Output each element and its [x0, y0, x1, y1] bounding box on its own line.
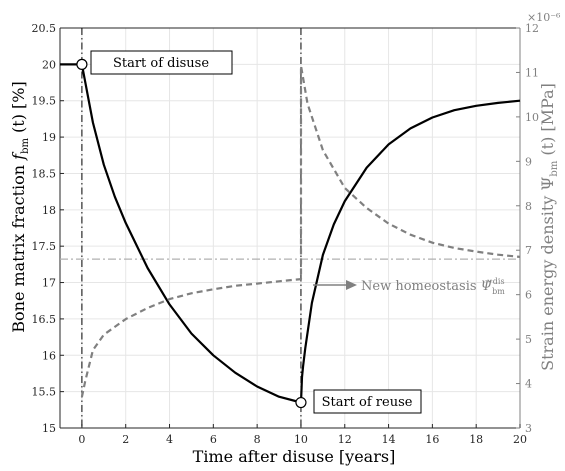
right-y-tick-label: 8: [525, 200, 532, 213]
x-axis-ticks: 0 2 4 6 8 10 12 14 16 18 20: [78, 424, 527, 446]
right-y-tick-label: 11: [525, 66, 539, 79]
x-tick-label: 4: [166, 433, 173, 446]
left-y-tick-label: 16.5: [32, 313, 57, 326]
left-y-tick-label: 15: [42, 422, 56, 435]
x-tick-label: 0: [78, 433, 85, 446]
left-y-tick-label: 19.5: [32, 95, 57, 108]
bone-matrix-fraction-line: [60, 63, 521, 404]
right-y-tick-label: 10: [525, 111, 539, 124]
left-y-tick-label: 18: [42, 204, 56, 217]
right-y-axis-ticks: 3 4 5 6 7 8 9 10 11 12: [516, 22, 539, 435]
event-markers: [76, 58, 307, 409]
x-axis-label: Time after disuse [years]: [193, 447, 396, 466]
left-y-tick-label: 20: [42, 58, 56, 71]
right-y-tick-label: 6: [525, 289, 532, 302]
left-y-axis-ticks: 15 15.5 16 16.5 17 17.5 18 18.5 19 19.5 20 20.5: [32, 22, 64, 435]
homeostasis-arrow-head: [346, 280, 357, 290]
left-y-tick-label: 18.5: [32, 167, 57, 180]
right-y-tick-label: 5: [525, 333, 532, 346]
new-homeostasis-annotation: New homeostasis Ψ̌bmdis: [313, 277, 505, 296]
x-tick-label: 18: [469, 433, 483, 446]
strain-energy-density-line: [80, 64, 521, 398]
right-y-tick-label: 3: [525, 422, 532, 435]
x-tick-label: 20: [513, 433, 527, 446]
left-y-tick-label: 15.5: [32, 386, 57, 399]
reference-lines: [60, 28, 520, 428]
svg-text:Start of reuse: Start of reuse: [322, 395, 413, 410]
x-tick-label: 10: [294, 433, 308, 446]
right-y-tick-label: 7: [525, 244, 532, 257]
right-axis-exponent: ×10⁻⁶: [527, 11, 561, 24]
x-tick-label: 16: [425, 433, 439, 446]
left-y-tick-label: 16: [42, 349, 56, 362]
left-y-tick-label: 17: [42, 277, 56, 290]
event-marker-point: [76, 58, 88, 70]
start-of-disuse-label: Start of disuse: [90, 50, 233, 75]
left-y-tick-label: 17.5: [32, 240, 57, 253]
y-axis-right-label: Strain energy density Ψbm (t) [MPa]: [538, 83, 560, 371]
plot-frame: [59, 27, 521, 429]
x-tick-label: 6: [210, 433, 217, 446]
x-tick-label: 2: [122, 433, 129, 446]
y-axis-left-label: Bone matrix fraction fbm (t) [%]: [9, 81, 31, 333]
start-of-reuse-label: Start of reuse: [313, 389, 422, 414]
svg-text:New homeostasis Ψ̌bmdis: New homeostasis Ψ̌bmdis: [361, 277, 505, 296]
x-tick-label: 8: [254, 433, 261, 446]
right-y-tick-label: 12: [525, 22, 539, 35]
series-lines: [60, 63, 521, 404]
svg-text:Start of disuse: Start of disuse: [113, 56, 209, 71]
right-y-tick-label: 4: [525, 378, 532, 391]
right-y-tick-label: 9: [525, 155, 532, 168]
left-y-tick-label: 19: [42, 131, 56, 144]
event-marker-point: [295, 396, 307, 409]
x-tick-label: 12: [338, 433, 352, 446]
x-tick-label: 14: [382, 433, 396, 446]
left-y-tick-label: 20.5: [32, 22, 57, 35]
